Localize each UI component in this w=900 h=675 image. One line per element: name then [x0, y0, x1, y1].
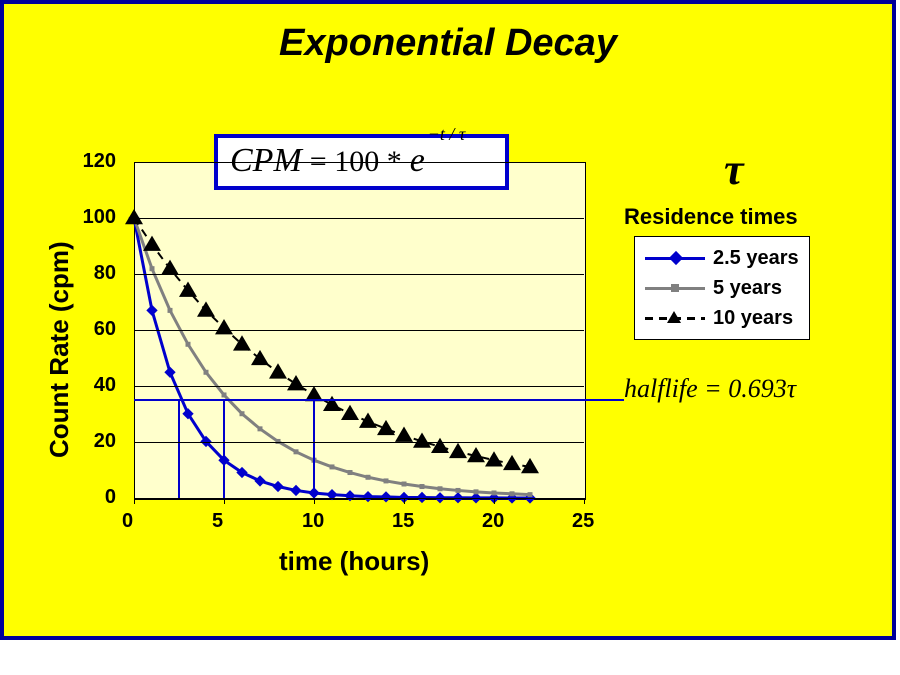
equation-lhs: CPM — [230, 142, 302, 179]
halflife-equation: halflife = 0.693τ — [624, 374, 796, 404]
y-tick-label: 20 — [94, 430, 116, 453]
legend-label: 10 years — [713, 307, 793, 330]
x-tick — [584, 498, 585, 504]
x-tick-label: 15 — [392, 510, 414, 533]
y-tick-label: 120 — [83, 150, 116, 173]
grid-line — [134, 218, 584, 219]
grid-line — [134, 386, 584, 387]
chart-title: Exponential Decay — [4, 22, 892, 65]
grid-line — [134, 162, 584, 163]
halflife-text: halflife = 0.693 — [624, 374, 787, 403]
equation-base: e — [410, 142, 425, 179]
legend-item: 10 years — [645, 303, 799, 333]
legend-label: 2.5 years — [713, 247, 799, 270]
x-axis-label: time (hours) — [279, 546, 429, 577]
legend-swatch — [645, 246, 705, 270]
x-tick-label: 10 — [302, 510, 324, 533]
equation-exponent: −t / τ — [428, 124, 466, 145]
x-tick — [134, 498, 135, 504]
legend-swatch — [645, 276, 705, 300]
grid-line — [134, 330, 584, 331]
y-tick-label: 0 — [105, 486, 116, 509]
y-axis-label: Count Rate (cpm) — [44, 241, 75, 458]
x-tick-label: 5 — [212, 510, 223, 533]
x-tick-label: 20 — [482, 510, 504, 533]
tau-symbol: τ — [724, 144, 744, 195]
legend-item: 5 years — [645, 273, 799, 303]
legend: 2.5 years 5 years 10 years — [634, 236, 810, 340]
y-tick-label: 100 — [83, 206, 116, 229]
residence-times-label: Residence times — [624, 204, 798, 230]
x-tick — [404, 498, 405, 504]
grid-line — [134, 274, 584, 275]
halflife-tau: τ — [787, 374, 796, 403]
legend-label: 5 years — [713, 277, 782, 300]
chart-frame: Exponential Decay Count Rate (cpm) time … — [0, 0, 896, 640]
y-tick-label: 40 — [94, 374, 116, 397]
grid-line — [134, 442, 584, 443]
x-tick-label: 0 — [122, 510, 133, 533]
plot-area — [134, 162, 586, 500]
legend-item: 2.5 years — [645, 243, 799, 273]
x-tick-label: 25 — [572, 510, 594, 533]
x-tick — [224, 498, 225, 504]
y-tick-label: 80 — [94, 262, 116, 285]
x-tick — [494, 498, 495, 504]
y-tick-label: 60 — [94, 318, 116, 341]
grid-line — [134, 498, 584, 499]
x-tick — [314, 498, 315, 504]
legend-swatch — [645, 306, 705, 330]
